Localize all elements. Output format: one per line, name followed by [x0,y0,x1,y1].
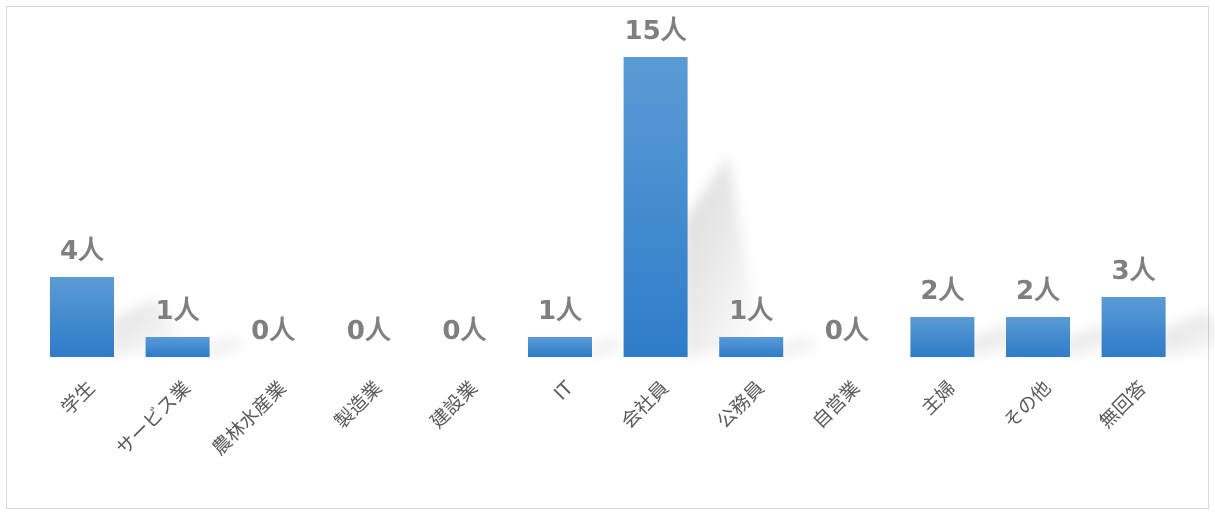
bar-12 [1101,297,1166,357]
bar-shadow [779,338,822,357]
data-label-7: 15人 [625,16,687,46]
bar-11 [1006,317,1070,357]
data-label-4: 0人 [347,316,391,346]
data-label-11: 2人 [1016,276,1060,306]
tick-label-8: 公務員 [713,377,769,433]
data-label-2: 1人 [156,296,200,326]
bar-shadow [683,156,762,357]
tick-label-11: その他 [1000,377,1056,433]
data-labels: 4人 1人 0人 0人 0人 1人 15人 1人 0人 2人 2人 3人 [60,16,1156,346]
data-label-6: 1人 [538,296,582,326]
tick-label-4: 製造業 [330,377,386,433]
tick-label-6: IT [550,377,578,405]
data-label-12: 3人 [1112,256,1156,286]
tick-label-10: 主婦 [917,377,959,419]
tick-label-12: 無回答 [1095,377,1151,433]
tick-label-9: 自営業 [808,377,864,433]
data-label-9: 0人 [825,316,869,346]
tick-label-7: 会社員 [617,377,673,433]
bar-8 [719,337,784,357]
bar-1 [50,277,114,357]
bar-shadow [1161,312,1215,357]
data-label-8: 1人 [729,296,773,326]
tick-label-2: サービス業 [112,377,195,460]
data-label-1: 4人 [60,236,104,266]
bar-7 [623,57,688,357]
x-tick-labels: 学生 サービス業 農林水産業 製造業 建設業 IT 会社員 公務員 自営業 主婦 その他 無回答 [57,377,1151,460]
data-label-10: 2人 [920,276,964,306]
tick-label-3: 農林水産業 [208,377,291,460]
tick-label-1: 学生 [57,377,99,419]
data-label-3: 0人 [251,316,295,346]
bar-6 [528,337,592,357]
bars [50,57,1166,357]
data-label-5: 0人 [442,316,486,346]
tick-label-5: 建設業 [426,377,482,433]
bar-shadow [588,338,630,357]
bar-2 [145,337,210,357]
bar-10 [910,317,975,357]
chart-frame [6,6,1209,509]
bar-shadow [205,338,248,357]
